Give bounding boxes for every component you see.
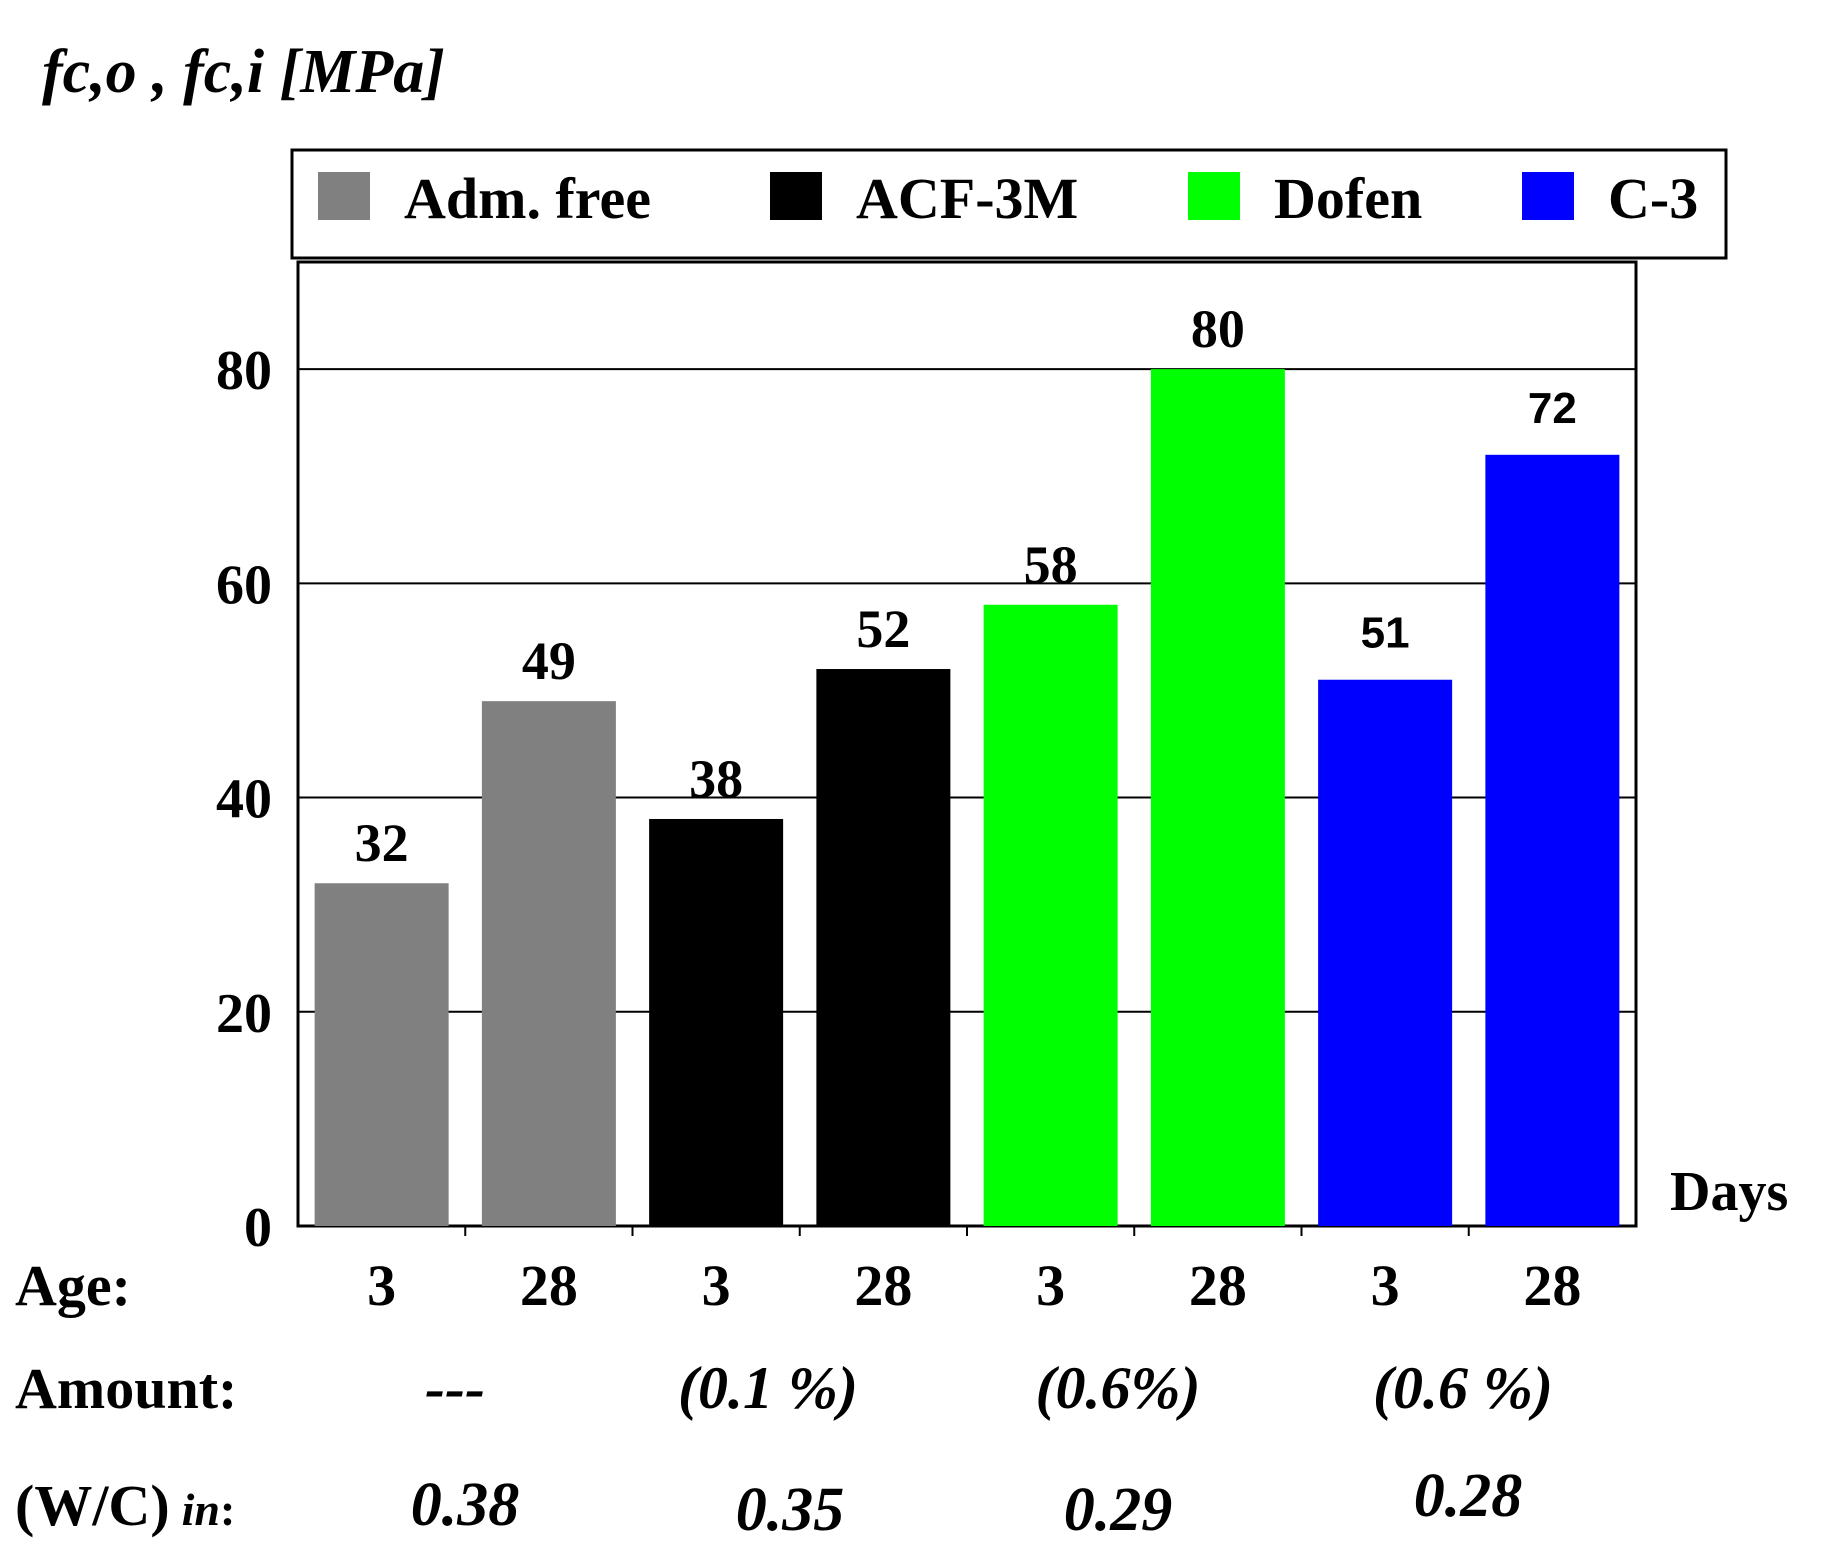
plot-area: 32 49 38 52 58 80 51 72 bbox=[296, 260, 1638, 1236]
legend-label-adm-free: Adm. free bbox=[404, 166, 651, 231]
wc-labels: 0.38 0.35 0.29 0.28 bbox=[411, 1462, 1523, 1544]
legend-swatch-acf-3m bbox=[770, 172, 822, 220]
amount-label: (0.6%) bbox=[1036, 1355, 1201, 1421]
data-label: 52 bbox=[856, 599, 910, 659]
wc-ratio-label: 0.35 bbox=[736, 1476, 845, 1544]
data-label: 80 bbox=[1191, 299, 1245, 359]
legend-swatch-adm-free bbox=[318, 172, 370, 220]
wc-ratio-label: 0.29 bbox=[1064, 1476, 1173, 1544]
y-tick-label: 20 bbox=[216, 983, 272, 1045]
age-label: 3 bbox=[702, 1253, 731, 1318]
data-label: 72 bbox=[1528, 384, 1577, 433]
age-label: 28 bbox=[1189, 1253, 1247, 1318]
legend-label-acf-3m: ACF-3M bbox=[856, 166, 1078, 231]
legend-swatch-dofen bbox=[1188, 172, 1240, 220]
amount-labels: --- (0.1 %) (0.6%) (0.6 %) bbox=[425, 1355, 1553, 1421]
age-label: 3 bbox=[367, 1253, 396, 1318]
amount-label: (0.1 %) bbox=[678, 1355, 858, 1421]
bar-c-3-3 bbox=[1318, 679, 1453, 1226]
wc-ratio-label: 0.28 bbox=[1414, 1462, 1523, 1530]
age-labels: 3 28 3 28 3 28 3 28 bbox=[367, 1253, 1581, 1318]
bar-acf-3m-28 bbox=[816, 669, 951, 1226]
legend-box bbox=[290, 148, 1728, 260]
wc-row-label-colon: : bbox=[220, 1484, 235, 1535]
y-axis-ticks: 0 20 40 60 80 bbox=[216, 340, 272, 1259]
amount-label: --- bbox=[425, 1355, 485, 1421]
data-label: 58 bbox=[1024, 535, 1078, 595]
y-axis-title: fc,o , fc,i [MPa] bbox=[42, 38, 445, 106]
x-axis-title: Days bbox=[1670, 1161, 1788, 1223]
legend-label-c-3: C-3 bbox=[1608, 166, 1698, 231]
age-label: 28 bbox=[854, 1253, 912, 1318]
data-label: 38 bbox=[689, 749, 743, 809]
amount-label: (0.6 %) bbox=[1373, 1355, 1553, 1421]
age-label: 3 bbox=[1371, 1253, 1400, 1318]
age-label: 28 bbox=[520, 1253, 578, 1318]
y-tick-label: 40 bbox=[216, 769, 272, 831]
amount-row-label: Amount: bbox=[15, 1356, 237, 1421]
wc-row-label-main: (W/C) bbox=[15, 1473, 170, 1538]
bar-dofen-28 bbox=[1150, 369, 1285, 1227]
data-label: 32 bbox=[355, 813, 409, 873]
age-label: 3 bbox=[1036, 1253, 1065, 1318]
bar-acf-3m-3 bbox=[649, 818, 784, 1226]
legend: Adm. free ACF-3M Dofen C-3 bbox=[290, 148, 1728, 260]
wc-row-label: (W/C) in: bbox=[15, 1473, 235, 1538]
wc-row-label-suffix: in bbox=[182, 1484, 220, 1535]
y-tick-label: 80 bbox=[216, 340, 272, 402]
data-label: 49 bbox=[522, 631, 576, 691]
y-tick-label: 60 bbox=[216, 554, 272, 616]
legend-label-dofen: Dofen bbox=[1274, 166, 1422, 231]
bar-dofen-3 bbox=[983, 604, 1118, 1226]
bar-adm-free-3 bbox=[314, 883, 449, 1226]
bar-c-3-28 bbox=[1485, 454, 1620, 1226]
age-label: 28 bbox=[1523, 1253, 1581, 1318]
age-row-label: Age: bbox=[15, 1253, 131, 1318]
bar-adm-free-28 bbox=[481, 701, 616, 1226]
wc-ratio-label: 0.38 bbox=[411, 1471, 520, 1539]
y-tick-label: 0 bbox=[244, 1197, 272, 1259]
data-label: 51 bbox=[1361, 609, 1410, 658]
legend-swatch-c-3 bbox=[1522, 172, 1574, 220]
